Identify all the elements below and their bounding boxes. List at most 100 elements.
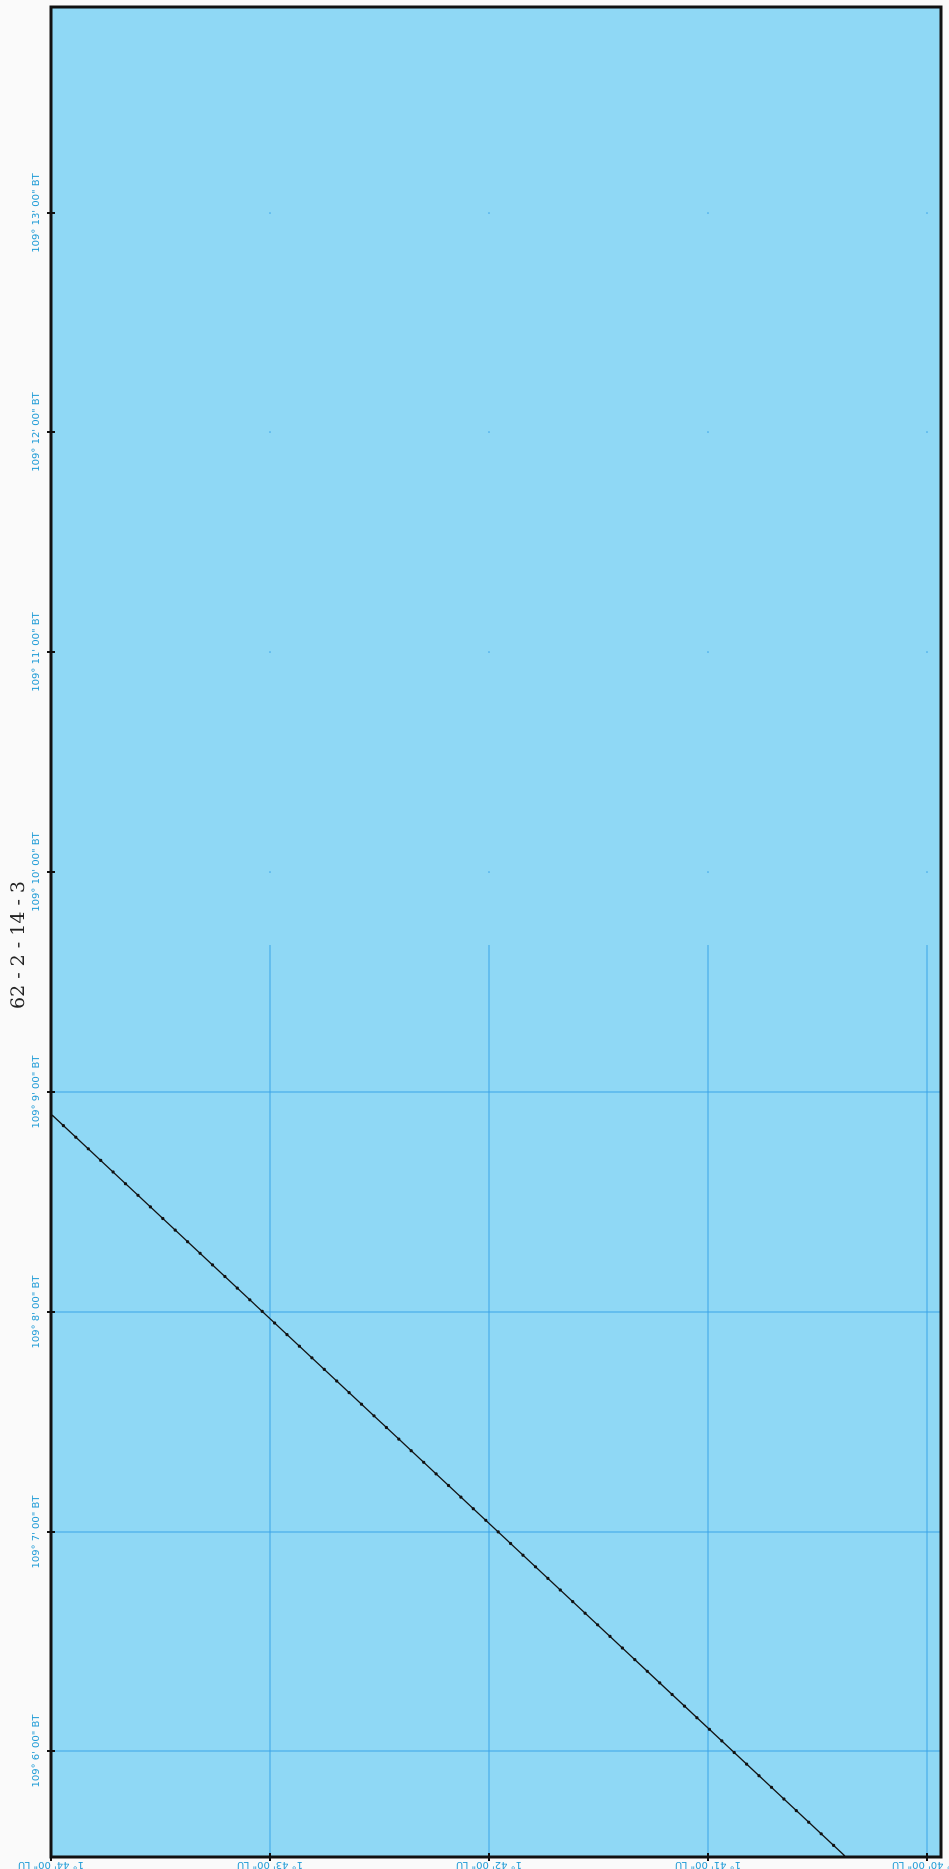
boundary-marker <box>707 1727 712 1731</box>
boundary-marker <box>645 1669 649 1673</box>
boundary-marker <box>583 1611 587 1615</box>
boundary-marker <box>782 1797 786 1801</box>
boundary-marker <box>484 1518 488 1522</box>
grid-node-dot <box>926 212 928 214</box>
longitude-label: 109° 13' 00" BT <box>31 172 42 252</box>
boundary-marker <box>496 1530 500 1534</box>
longitude-label: 109° 12' 00" BT <box>31 391 42 471</box>
grid-node-dot <box>269 431 271 433</box>
longitude-label: 109° 11' 00" BT <box>31 611 42 691</box>
boundary-marker <box>434 1472 438 1476</box>
boundary-marker <box>297 1344 301 1348</box>
boundary-marker <box>682 1704 687 1708</box>
longitude-label: 109° 7' 00" BT <box>31 1495 42 1569</box>
grid-node-dot <box>707 871 709 873</box>
boundary-marker <box>248 1298 252 1302</box>
grid-node-dot <box>269 212 271 214</box>
boundary-marker <box>509 1541 513 1546</box>
boundary-marker <box>359 1402 364 1406</box>
boundary-line <box>50 1113 847 1858</box>
longitude-label: 109° 8' 00" BT <box>31 1275 42 1349</box>
boundary-marker <box>86 1147 90 1151</box>
boundary-marker <box>769 1785 774 1789</box>
latitude-label: 1° 42' 00" LU <box>456 1859 522 1869</box>
boundary-marker <box>397 1437 401 1441</box>
boundary-marker <box>186 1240 190 1244</box>
boundary-marker <box>819 1832 823 1836</box>
grid-node-dot <box>488 212 490 214</box>
grid-node-dot <box>488 431 490 433</box>
boundary-marker <box>273 1321 277 1325</box>
latitude-labels: 1° 44' 00" LU 1° 43' 00" LU 1° 42' 00" L… <box>18 1859 949 1869</box>
grid-node-dot <box>926 871 928 873</box>
boundary-marker <box>422 1460 426 1464</box>
boundary-marker <box>335 1379 339 1383</box>
grid-node-dot <box>269 651 271 653</box>
boundary-marker <box>596 1623 600 1627</box>
sheet-number: 62 - 2 - 14 - 3 <box>7 881 29 1009</box>
grid-node-dot <box>707 651 709 653</box>
boundary-marker <box>198 1251 202 1255</box>
boundary-marker <box>173 1228 177 1232</box>
boundary-marker <box>521 1553 525 1557</box>
boundary-marker <box>322 1367 326 1371</box>
boundary-marker <box>546 1576 550 1580</box>
boundary-marker <box>745 1762 749 1766</box>
boundary-marker <box>111 1170 115 1174</box>
latitude-label: 1° 40' 00" LU <box>892 1859 949 1869</box>
boundary-marker <box>74 1135 78 1139</box>
boundary-marker <box>285 1333 289 1337</box>
boundary-marker <box>459 1495 463 1499</box>
coordinate-grid <box>50 212 941 1857</box>
map-frame <box>49 5 943 1859</box>
grid-node-dot <box>269 871 271 873</box>
latitude-label: 1° 41' 00" LU <box>675 1859 741 1869</box>
boundary-marker <box>235 1286 239 1290</box>
longitude-label: 109° 6' 00" BT <box>31 1714 42 1788</box>
boundary-marker <box>757 1774 761 1778</box>
grid-node-dot <box>707 212 709 214</box>
boundary-marker <box>633 1658 637 1662</box>
boundary-marker <box>832 1843 836 1847</box>
boundary-marker <box>310 1356 314 1360</box>
boundary-marker <box>471 1507 475 1511</box>
boundary-marker <box>384 1425 388 1430</box>
boundary-marker <box>670 1692 674 1697</box>
boundary-marker <box>720 1739 724 1743</box>
boundary-marker <box>148 1205 152 1209</box>
grid-node-dot <box>707 431 709 433</box>
boundary-marker <box>620 1646 625 1650</box>
grid-node-dot <box>488 871 490 873</box>
boundary-marker <box>794 1809 798 1813</box>
boundary-marker <box>61 1124 65 1128</box>
longitude-label: 109° 10' 00" BT <box>31 831 42 911</box>
boundary-marker <box>123 1182 128 1186</box>
boundary-marker <box>372 1414 376 1418</box>
boundary-marker <box>99 1158 103 1162</box>
boundary-marker <box>260 1309 264 1313</box>
boundary-marker <box>210 1263 215 1267</box>
grid-node-dot <box>926 431 928 433</box>
boundary-marker <box>136 1193 140 1197</box>
boundary-marker <box>533 1565 538 1569</box>
boundary-marker <box>732 1750 736 1755</box>
boundary-marker <box>608 1634 612 1638</box>
boundary-marker <box>571 1600 575 1604</box>
sea-area <box>51 7 941 1857</box>
boundary-marker <box>695 1716 699 1720</box>
latitude-label: 1° 44' 00" LU <box>18 1859 84 1869</box>
longitude-label: 109° 9' 00" BT <box>31 1055 42 1129</box>
boundary-marker <box>558 1588 562 1592</box>
latitude-label: 1° 43' 00" LU <box>237 1859 303 1869</box>
boundary-marker <box>658 1681 662 1685</box>
boundary-marker <box>409 1449 413 1453</box>
boundary-marker <box>807 1820 811 1824</box>
grid-node-dot <box>926 651 928 653</box>
longitude-labels: 109° 6' 00" BT 109° 7' 00" BT 109° 8' 00… <box>31 172 42 1787</box>
boundary-marker <box>347 1391 351 1395</box>
boundary-marker <box>223 1274 227 1279</box>
grid-node-dot <box>488 651 490 653</box>
boundary-marker <box>446 1483 451 1488</box>
boundary-marker <box>161 1216 165 1221</box>
